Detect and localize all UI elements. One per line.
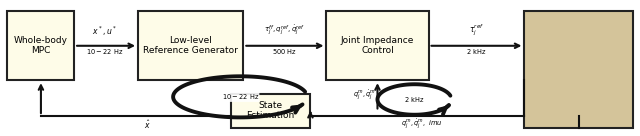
Text: $500\ \mathrm{Hz}$: $500\ \mathrm{Hz}$: [273, 47, 298, 56]
FancyBboxPatch shape: [7, 11, 74, 80]
Text: Low-level
Reference Generator: Low-level Reference Generator: [143, 36, 238, 55]
Text: $q_j^m, \dot{q}_j^m,\ imu$: $q_j^m, \dot{q}_j^m,\ imu$: [401, 118, 443, 132]
Text: $x^*, u^*$: $x^*, u^*$: [92, 24, 117, 38]
FancyBboxPatch shape: [138, 11, 243, 80]
FancyBboxPatch shape: [230, 94, 310, 128]
Text: Whole-body
MPC: Whole-body MPC: [13, 36, 68, 55]
Text: $\tau_j^{ref}$: $\tau_j^{ref}$: [469, 22, 484, 38]
Text: $\tau_j^{ff}, q_j^{ref}, \dot{q}_j^{ref}$: $\tau_j^{ff}, q_j^{ref}, \dot{q}_j^{ref}…: [264, 23, 305, 38]
Text: $\hat{x}$: $\hat{x}$: [144, 118, 151, 131]
Text: State
Estimation: State Estimation: [246, 101, 294, 120]
Text: $2\ \mathrm{kHz}$: $2\ \mathrm{kHz}$: [404, 95, 425, 104]
Text: $2\ \mathrm{kHz}$: $2\ \mathrm{kHz}$: [467, 47, 486, 56]
Text: $10-22\ \mathrm{Hz}$: $10-22\ \mathrm{Hz}$: [221, 92, 259, 101]
Text: $q_j^m, \dot{q}_j^m$: $q_j^m, \dot{q}_j^m$: [353, 89, 376, 103]
FancyBboxPatch shape: [524, 11, 633, 128]
FancyBboxPatch shape: [326, 11, 429, 80]
Text: Joint Impedance
Control: Joint Impedance Control: [340, 36, 414, 55]
Text: $10-22\ \mathrm{Hz}$: $10-22\ \mathrm{Hz}$: [86, 47, 124, 56]
